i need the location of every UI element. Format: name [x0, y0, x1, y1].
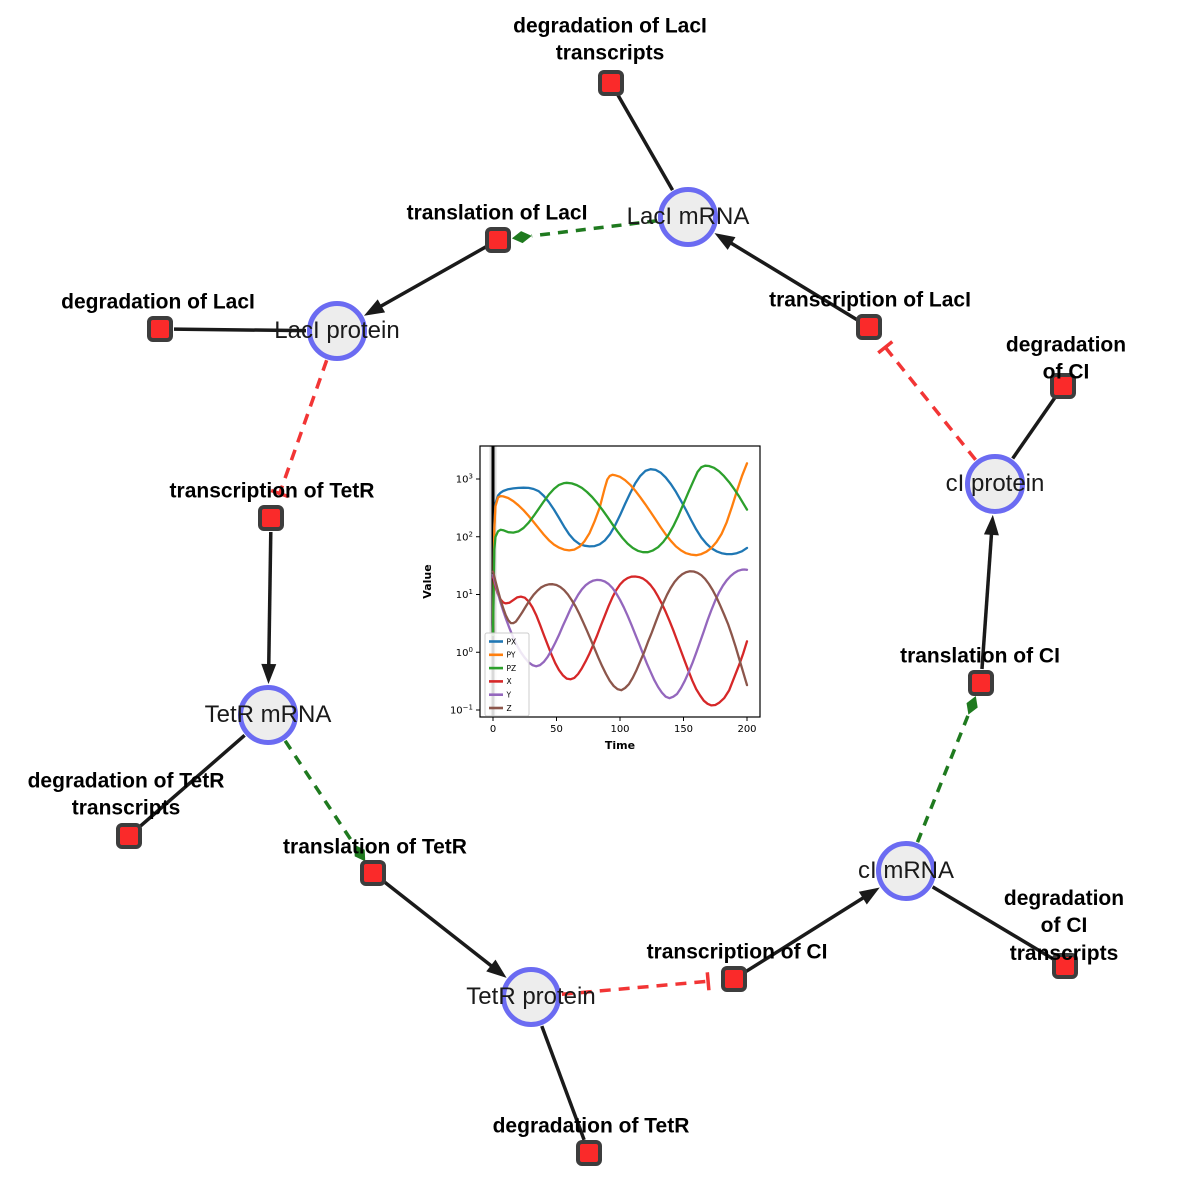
- reaction-node-degradation-tetr[interactable]: [576, 1140, 602, 1166]
- series-PY: [491, 462, 749, 637]
- reaction-node-degradation-tetr-transcripts[interactable]: [116, 823, 142, 849]
- legend-entry-PY: PY: [507, 651, 516, 660]
- edge-inhibition-laci_protein-tx_tetr: [270, 359, 329, 499]
- species-label-ci-mrna: cI mRNA: [858, 857, 954, 884]
- species-node-tetr-mrna[interactable]: [238, 685, 298, 745]
- edge-production-tx_tetr-tetr_mrna: [261, 531, 277, 685]
- x-tick-label: 150: [674, 724, 693, 735]
- arrowhead: [858, 887, 880, 905]
- arrowhead: [486, 959, 507, 978]
- reaction-label-transcription-ci: transcription of CI: [646, 940, 828, 964]
- species-label-ci-protein: cI protein: [945, 470, 1045, 497]
- x-tick-label: 50: [550, 724, 563, 735]
- reaction-node-degradation-laci[interactable]: [147, 316, 173, 342]
- reaction-label-translation-ci: translation of CI: [900, 644, 1060, 668]
- simulation-plot: 0 50 100 150 20010310210110010−1TimeValuePXP…: [421, 445, 761, 752]
- species-node-ci-mrna[interactable]: [876, 841, 936, 901]
- reaction-node-translation-tetr[interactable]: [360, 860, 386, 886]
- reaction-node-degradation-ci-transcripts[interactable]: [1052, 953, 1078, 979]
- series-PX: [491, 468, 749, 637]
- legend-entry-PX: PX: [507, 637, 517, 646]
- species-label-laci-protein: LacI protein: [274, 317, 400, 344]
- edge-consumption-tetr_mrna-deg_tetr_tx: [138, 734, 246, 829]
- y-axis-label: Value: [421, 564, 434, 598]
- edge-consumption-ci_mrna-deg_ci_tx: [931, 885, 1054, 961]
- x-tick-label: 0: [490, 724, 496, 735]
- edge-modifier-laci_mrna-translation_laci: [511, 218, 658, 244]
- arrowhead: [983, 514, 999, 536]
- edge-consumption-laci_mrna-deg_laci_tx: [616, 94, 675, 191]
- edge-modifier-tetr_mrna-translation_tetr: [283, 739, 366, 862]
- edge-consumption-ci_protein-deg_ci: [1011, 396, 1057, 460]
- edge-production-translation_tetr-tetr_protein: [382, 880, 507, 978]
- arrowhead: [261, 663, 277, 685]
- edge-inhibition-tetr_protein-tx_ci: [561, 972, 711, 997]
- tbar-head: [877, 340, 894, 355]
- reaction-label-degradation-ci-transcripts: degradation of CI transcripts: [1003, 887, 1125, 965]
- edge-consumption-tetr_protein-deg_tetr: [540, 1025, 586, 1141]
- edge-production-translation_laci-laci_protein: [363, 245, 487, 316]
- legend-entry-Z: Z: [507, 704, 512, 713]
- reaction-node-transcription-tetr[interactable]: [258, 505, 284, 531]
- reaction-label-degradation-ci: degradation of CI: [1005, 333, 1127, 384]
- edge-production-tx_ci-ci_mrna: [744, 887, 880, 974]
- y-tick-label: 100: [456, 646, 473, 659]
- y-tick-label: 101: [456, 588, 473, 601]
- reaction-node-transcription-ci[interactable]: [721, 966, 747, 992]
- series-Z: [491, 570, 749, 692]
- species-label-laci-mrna: LacI mRNA: [626, 203, 750, 230]
- species-node-tetr-protein[interactable]: [501, 967, 561, 1027]
- series-Y: [491, 568, 749, 700]
- series-X: [491, 575, 749, 707]
- tbar-head: [270, 488, 289, 499]
- arrowhead: [363, 299, 386, 316]
- reaction-node-translation-laci[interactable]: [485, 227, 511, 253]
- diamond-arrowhead: [511, 231, 532, 244]
- tbar-head: [705, 972, 711, 991]
- edge-modifier-ci_mrna-translation_ci: [915, 696, 978, 843]
- y-tick-label: 10−1: [450, 704, 473, 717]
- reaction-label-degradation-laci-transcripts: degradation of LacI transcripts: [513, 14, 707, 65]
- reaction-label-transcription-laci: transcription of LacI: [769, 288, 971, 312]
- reaction-label-degradation-tetr-transcripts: degradation of TetR transcripts: [27, 769, 225, 820]
- legend-entry-Y: Y: [506, 691, 512, 700]
- species-label-tetr-protein: TetR protein: [466, 983, 596, 1010]
- diamond-arrowhead: [966, 696, 978, 715]
- reaction-node-translation-ci[interactable]: [968, 670, 994, 696]
- diamond-arrowhead: [354, 844, 366, 862]
- legend-entry-PZ: PZ: [507, 664, 517, 673]
- reaction-node-degradation-ci[interactable]: [1050, 373, 1076, 399]
- species-label-tetr-mrna: TetR mRNA: [204, 701, 332, 728]
- x-tick-label: 200: [737, 724, 756, 735]
- species-node-laci-mrna[interactable]: [658, 187, 718, 247]
- reaction-node-degradation-laci-transcripts[interactable]: [598, 70, 624, 96]
- arrowhead: [714, 233, 736, 250]
- edge-production-tx_laci-laci_mrna: [714, 233, 858, 322]
- edge-production-translation_ci-ci_protein: [980, 514, 999, 670]
- legend-entry-X: X: [507, 677, 512, 686]
- edge-consumption-laci_protein-deg_laci: [173, 327, 307, 333]
- x-axis-label: Time: [605, 739, 635, 752]
- reaction-label-transcription-tetr: transcription of TetR: [169, 479, 375, 503]
- species-node-ci-protein[interactable]: [965, 454, 1025, 514]
- reaction-node-transcription-laci[interactable]: [856, 314, 882, 340]
- series-PZ: [491, 464, 749, 637]
- x-tick-label: 100: [610, 724, 629, 735]
- reaction-label-translation-laci: translation of LacI: [406, 201, 588, 225]
- reaction-label-degradation-tetr: degradation of TetR: [492, 1114, 690, 1138]
- edge-inhibition-ci_protein-tx_laci: [877, 340, 977, 461]
- y-tick-label: 102: [456, 530, 473, 543]
- legend: PX PY PZ XYZ: [484, 632, 530, 717]
- reaction-label-degradation-laci: degradation of LacI: [61, 290, 255, 314]
- species-node-laci-protein[interactable]: [307, 301, 367, 361]
- y-tick-label: 103: [456, 473, 473, 486]
- reaction-label-translation-tetr: translation of TetR: [283, 835, 467, 859]
